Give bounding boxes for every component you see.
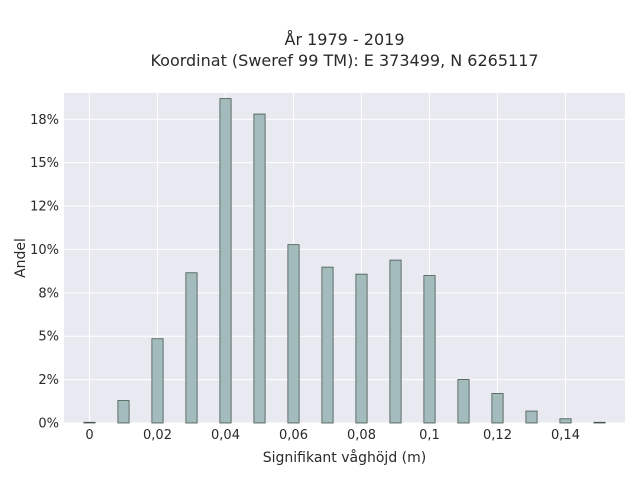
bar-15 <box>593 421 606 424</box>
bar-7 <box>321 266 334 424</box>
x-tick-label-0: 0 <box>85 428 93 443</box>
y-tick-label-0: 0% <box>38 417 59 432</box>
bar-6 <box>287 244 300 424</box>
x-tick-label-2: 0,04 <box>211 428 240 443</box>
y-tick-label-1: 2% <box>38 373 59 388</box>
bar-13 <box>525 410 538 424</box>
x-tick-label-3: 0,06 <box>279 428 308 443</box>
x-tick-label-4: 0,08 <box>347 428 376 443</box>
y-tick-label-6: 15% <box>30 156 59 171</box>
chart-title: År 1979 - 2019 <box>285 30 405 49</box>
bar-8 <box>355 273 368 424</box>
y-tick-label-2: 5% <box>38 330 59 345</box>
bar-10 <box>423 275 436 424</box>
bar-1 <box>117 400 130 424</box>
chart-subtitle: Koordinat (Sweref 99 TM): E 373499, N 62… <box>150 51 538 70</box>
bar-14 <box>559 418 572 424</box>
y-tick-label-3: 8% <box>38 286 59 301</box>
bars <box>83 98 606 424</box>
bar-0 <box>83 421 96 424</box>
x-tick-label-7: 0,14 <box>551 428 580 443</box>
bar-9 <box>389 259 402 424</box>
bar-2 <box>151 338 164 424</box>
x-axis-label: Signifikant våghöjd (m) <box>263 449 426 466</box>
bar-5 <box>253 113 266 424</box>
bar-11 <box>457 379 470 424</box>
x-tick-label-1: 0,02 <box>143 428 172 443</box>
y-tick-label-7: 18% <box>30 113 59 128</box>
grid-lines <box>64 93 625 424</box>
x-tick-label-5: 0,1 <box>419 428 440 443</box>
y-axis-label: Andel <box>13 238 29 278</box>
plot-background <box>64 93 625 423</box>
y-tick-label-5: 12% <box>30 200 59 215</box>
bar-4 <box>219 98 232 424</box>
bar-3 <box>185 272 198 424</box>
bar-12 <box>491 393 504 424</box>
x-tick-label-6: 0,12 <box>483 428 512 443</box>
x-tick-labels: 0 0,02 0,04 0,06 0,08 0,1 0,12 0,14 <box>85 428 580 443</box>
y-tick-label-4: 10% <box>30 243 59 258</box>
y-tick-labels: 0% 2% 5% 8% 10% 12% 15% 18% <box>30 113 59 432</box>
